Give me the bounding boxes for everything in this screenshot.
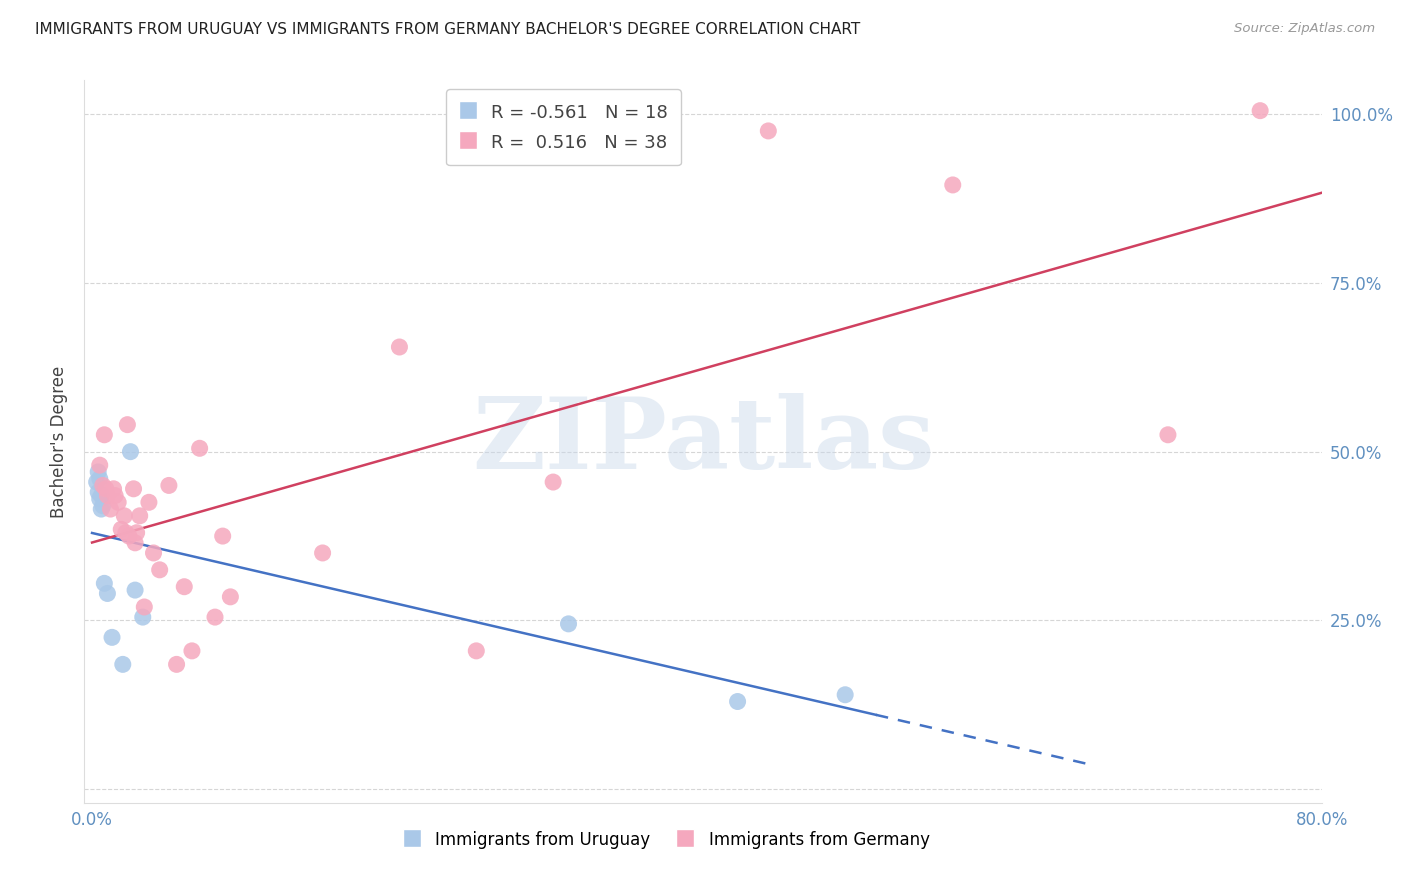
Point: [90, 502, 112, 516]
Text: IMMIGRANTS FROM URUGUAY VS IMMIGRANTS FROM GERMANY BACHELOR'S DEGREE CORRELATION: IMMIGRANTS FROM URUGUAY VS IMMIGRANTS FR…: [35, 22, 860, 37]
Legend: Immigrants from Uruguay, Immigrants from Germany: Immigrants from Uruguay, Immigrants from…: [395, 823, 936, 856]
Point: [541, 475, 564, 489]
Point: [142, 546, 165, 560]
Point: [557, 616, 579, 631]
Point: [188, 442, 211, 456]
Point: [87, 465, 110, 479]
Point: [117, 417, 139, 432]
Text: ZIPatlas: ZIPatlas: [472, 393, 934, 490]
Point: [112, 508, 135, 523]
Point: [103, 482, 125, 496]
Point: [122, 482, 145, 496]
Point: [89, 458, 111, 472]
Point: [166, 657, 188, 672]
Point: [100, 502, 122, 516]
Point: [118, 529, 141, 543]
Point: [115, 525, 138, 540]
Point: [204, 610, 226, 624]
Point: [942, 178, 965, 192]
Point: [89, 472, 111, 486]
Point: [138, 495, 160, 509]
Point: [91, 478, 114, 492]
Point: [87, 485, 110, 500]
Point: [124, 536, 146, 550]
Point: [465, 644, 488, 658]
Point: [173, 580, 195, 594]
Point: [211, 529, 233, 543]
Point: [834, 688, 856, 702]
Point: [1157, 427, 1180, 442]
Point: [311, 546, 333, 560]
Point: [125, 525, 148, 540]
Point: [101, 631, 124, 645]
Point: [157, 478, 180, 492]
Point: [219, 590, 242, 604]
Point: [93, 576, 115, 591]
Point: [93, 427, 115, 442]
Point: [96, 489, 118, 503]
Point: [388, 340, 411, 354]
Point: [149, 563, 172, 577]
Point: [89, 491, 111, 506]
Point: [134, 599, 156, 614]
Point: [110, 522, 132, 536]
Point: [91, 499, 114, 513]
Point: [132, 610, 155, 624]
Point: [86, 475, 108, 489]
Point: [756, 124, 779, 138]
Point: [181, 644, 204, 658]
Point: [111, 657, 134, 672]
Text: Source: ZipAtlas.com: Source: ZipAtlas.com: [1234, 22, 1375, 36]
Point: [90, 489, 112, 503]
Point: [96, 586, 118, 600]
Point: [128, 508, 150, 523]
Point: [107, 495, 129, 509]
Point: [104, 489, 127, 503]
Y-axis label: Bachelor's Degree: Bachelor's Degree: [51, 366, 69, 517]
Point: [727, 694, 749, 708]
Point: [124, 583, 146, 598]
Point: [120, 444, 142, 458]
Point: [94, 482, 117, 496]
Point: [1249, 103, 1271, 118]
